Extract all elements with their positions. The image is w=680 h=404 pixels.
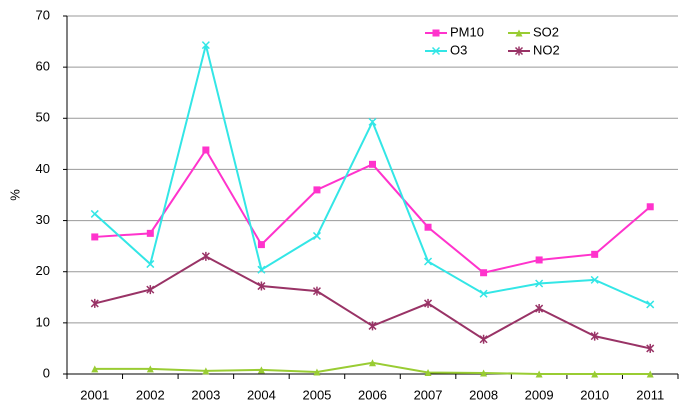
y-tick-label: 60 — [36, 59, 50, 74]
marker — [146, 229, 154, 237]
marker — [312, 231, 321, 240]
marker — [368, 117, 377, 126]
marker — [369, 359, 376, 367]
marker — [480, 369, 488, 377]
marker — [535, 256, 543, 264]
y-tick-label: 30 — [36, 212, 50, 227]
x-tick-label: 2008 — [469, 387, 498, 402]
marker — [90, 298, 99, 308]
x-tick-label: 2010 — [580, 387, 609, 402]
marker — [313, 368, 321, 376]
marker — [515, 29, 523, 37]
marker — [312, 286, 321, 296]
marker — [591, 370, 599, 378]
marker — [535, 304, 544, 314]
y-axis-label: % — [7, 189, 22, 201]
legend-label: SO2 — [533, 24, 559, 39]
y-tick-label: 0 — [43, 365, 50, 380]
marker — [313, 186, 321, 194]
marker — [257, 366, 265, 374]
x-tick-label: 2009 — [525, 387, 554, 402]
legend-label: PM10 — [450, 24, 484, 39]
x-tick-label: 2005 — [302, 387, 331, 402]
x-tick-label: 2011 — [636, 387, 664, 402]
x-tick-label: 2002 — [136, 387, 165, 402]
marker — [91, 365, 99, 373]
marker — [424, 368, 432, 376]
series-line — [94, 255, 651, 350]
marker — [646, 203, 654, 211]
x-tick-label: 2003 — [191, 387, 220, 402]
y-tick-label: 50 — [36, 110, 50, 125]
marker — [424, 298, 433, 308]
marker — [368, 321, 377, 331]
y-tick-label: 70 — [36, 7, 50, 22]
y-tick-label: 10 — [36, 314, 50, 329]
marker — [514, 46, 524, 56]
marker — [646, 343, 655, 353]
series-line — [94, 148, 651, 274]
marker — [257, 281, 266, 291]
legend-label: NO2 — [533, 42, 560, 57]
marker — [646, 300, 655, 309]
series-line — [94, 44, 651, 306]
marker — [646, 370, 654, 378]
marker — [480, 269, 488, 277]
marker — [202, 146, 210, 154]
marker — [202, 367, 210, 375]
marker — [146, 260, 155, 269]
marker — [146, 285, 155, 295]
x-tick-label: 2007 — [414, 387, 443, 402]
marker — [535, 279, 544, 288]
marker — [257, 265, 266, 274]
marker — [424, 223, 432, 231]
y-tick-label: 40 — [36, 161, 50, 176]
marker — [90, 209, 99, 218]
marker — [201, 251, 210, 261]
marker — [91, 233, 99, 241]
marker — [369, 160, 376, 168]
marker — [146, 365, 154, 373]
y-tick-label: 20 — [36, 263, 50, 278]
marker — [257, 241, 265, 249]
marker — [590, 275, 599, 284]
x-tick-label: 2001 — [80, 387, 109, 402]
marker — [431, 46, 441, 56]
marker — [432, 29, 440, 37]
x-tick-label: 2004 — [247, 387, 276, 402]
marker — [479, 334, 488, 344]
marker — [590, 331, 599, 341]
marker — [535, 370, 543, 378]
marker — [201, 41, 210, 50]
legend-label: O3 — [450, 42, 467, 57]
marker — [424, 257, 433, 266]
marker — [479, 289, 488, 298]
x-tick-label: 2006 — [358, 387, 387, 402]
marker — [591, 250, 599, 258]
